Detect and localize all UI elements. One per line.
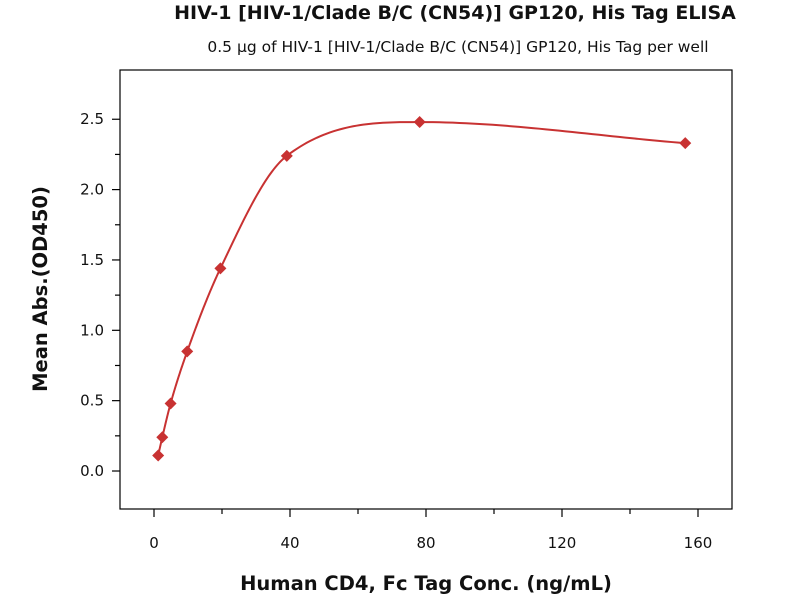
data-point	[164, 397, 177, 410]
y-tick-label: 0.0	[80, 462, 104, 480]
x-tick-label: 80	[416, 534, 435, 552]
data-point	[214, 262, 227, 275]
x-tick-label: 120	[548, 534, 577, 552]
data-point	[679, 137, 692, 150]
y-tick-label: 1.0	[80, 321, 104, 339]
data-point	[181, 345, 194, 358]
y-axis-ticks: 0.0 0.5 1.0 1.5 2.0 2.5	[80, 110, 120, 480]
y-tick-label: 1.5	[80, 251, 104, 269]
y-axis-title: Mean Abs.(OD450)	[29, 186, 52, 392]
data-point	[280, 149, 293, 162]
x-tick-label: 40	[280, 534, 299, 552]
y-tick-label: 2.5	[80, 110, 104, 128]
x-axis-ticks: 0 40 80 120 160	[149, 509, 712, 552]
chart-title: HIV-1 [HIV-1/Clade B/C (CN54)] GP120, Hi…	[174, 2, 736, 24]
x-tick-label: 160	[684, 534, 713, 552]
fit-curve-line	[157, 121, 686, 456]
data-point	[152, 449, 165, 462]
x-axis-title: Human CD4, Fc Tag Conc. (ng/mL)	[240, 572, 612, 595]
data-point	[156, 431, 169, 444]
y-tick-label: 0.5	[80, 392, 104, 410]
x-tick-label: 0	[149, 534, 159, 552]
y-tick-label: 2.0	[80, 181, 104, 199]
chart-subtitle: 0.5 μg of HIV-1 [HIV-1/Clade B/C (CN54)]…	[207, 38, 708, 56]
data-point	[413, 116, 426, 129]
data-points	[152, 116, 692, 462]
